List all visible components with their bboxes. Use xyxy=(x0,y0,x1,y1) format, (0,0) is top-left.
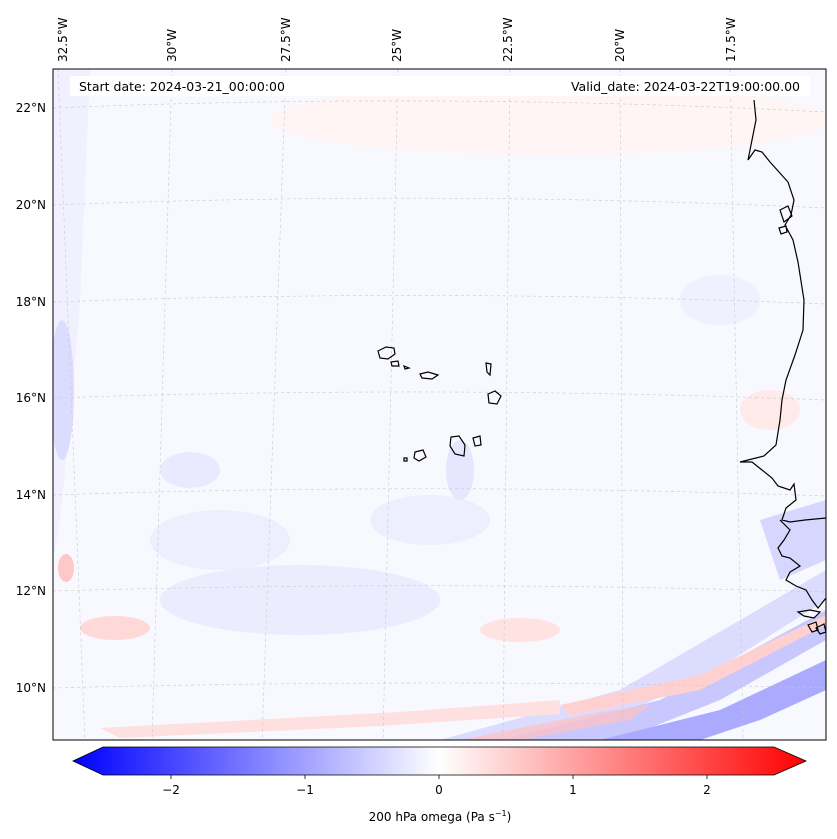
colorbar-tick-label: −2 xyxy=(162,783,180,797)
african-coastline xyxy=(739,99,826,635)
latitude-labels: 22°N 20°N 18°N 16°N 14°N 12°N 10°N xyxy=(16,101,46,695)
colorbar-label-exponent: −1 xyxy=(495,809,507,818)
colorbar-label-close: ) xyxy=(507,810,512,824)
colorbar-tick-label: 2 xyxy=(703,783,711,797)
lat-label: 10°N xyxy=(16,681,46,695)
lat-label: 14°N xyxy=(16,488,46,502)
graticule xyxy=(53,69,826,740)
colorbar-tick-label: 0 xyxy=(435,783,443,797)
lon-label: 20°W xyxy=(613,29,627,62)
valid-date-label: Valid_date: 2024-03-22T19:00:00.00 xyxy=(571,79,800,94)
lon-label: 17.5°W xyxy=(724,17,738,62)
header-band xyxy=(70,76,810,96)
lon-label: 30°W xyxy=(165,29,179,62)
lon-label: 27.5°W xyxy=(279,17,293,62)
lon-label: 22.5°W xyxy=(501,17,515,62)
colorbar-tick-label: 1 xyxy=(569,783,577,797)
lat-label: 18°N xyxy=(16,295,46,309)
omega-field xyxy=(53,69,826,740)
lon-label: 25°W xyxy=(390,29,404,62)
colorbar-ticks xyxy=(170,775,708,779)
colorbar-tick-label: −1 xyxy=(296,783,314,797)
colorbar-label-text: 200 hPa omega (Pa s xyxy=(369,810,495,824)
lat-label: 20°N xyxy=(16,198,46,212)
lon-label: 32.5°W xyxy=(56,17,70,62)
longitude-labels: 32.5°W 30°W 27.5°W 25°W 22.5°W 20°W 17.5… xyxy=(56,17,738,62)
colorbar-label: 200 hPa omega (Pa s−1) xyxy=(369,809,512,824)
cape-verde-islands xyxy=(377,346,502,462)
lat-label: 16°N xyxy=(16,391,46,405)
lat-label: 12°N xyxy=(16,584,46,598)
start-date-label: Start date: 2024-03-21_00:00:00 xyxy=(79,79,285,94)
map-frame xyxy=(52,68,827,741)
colorbar-bar xyxy=(72,746,807,776)
lat-label: 22°N xyxy=(16,101,46,115)
colorbar: −2 −1 0 1 2 200 hPa omega (Pa s−1) xyxy=(72,746,807,824)
